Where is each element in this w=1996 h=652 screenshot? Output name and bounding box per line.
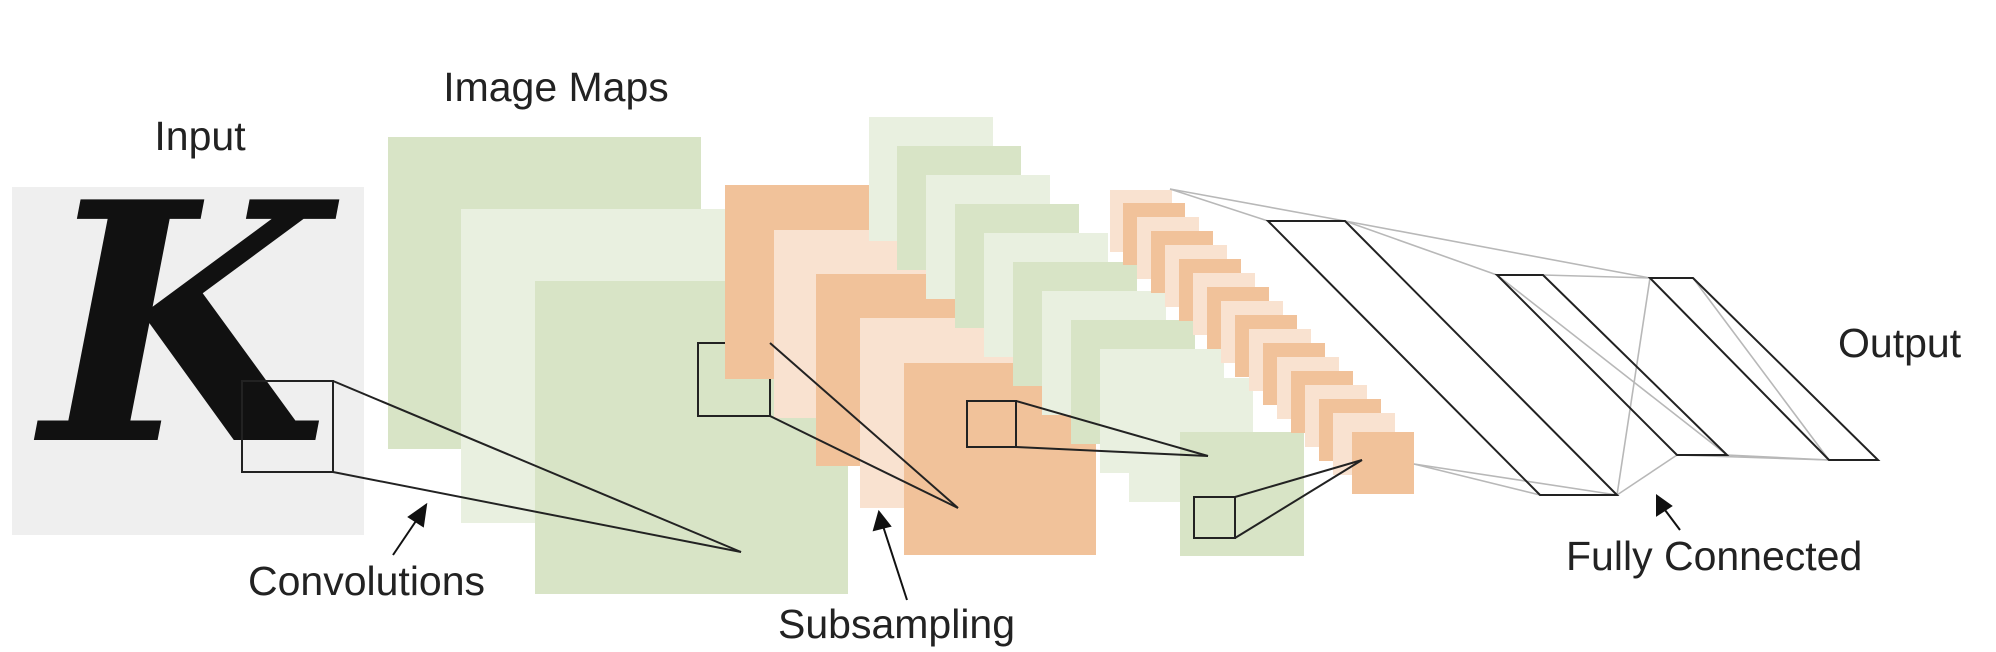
conv2-stack [869,117,1304,556]
subsampling-arrow [882,525,908,601]
pooled-map [1352,432,1414,494]
fully-connected-label: Fully Connected [1566,533,1862,579]
pool-receptive-field [966,400,1017,448]
image-maps-label: Image Maps [443,64,669,110]
input-label: Input [154,113,246,159]
fc-output-layer [1647,277,1881,461]
fully-connected-layers [1265,220,1881,496]
input-glyph: K [31,130,340,518]
subsampling-label: Subsampling [778,601,1015,647]
convolutions-label: Convolutions [248,558,485,604]
annotation-arrows [392,494,1681,601]
output-label: Output [1838,320,1962,366]
convolutions-arrow [392,517,419,556]
conv2-receptive-field [1193,496,1236,539]
input-panel [12,187,364,535]
projection-lines [332,342,1363,553]
input-receptive-field [241,380,334,473]
fc-layer-2 [1494,274,1730,456]
fc-layer-1 [1265,220,1620,496]
fully-connected-arrow [1664,509,1681,531]
subsampling2-stack [1110,190,1414,494]
